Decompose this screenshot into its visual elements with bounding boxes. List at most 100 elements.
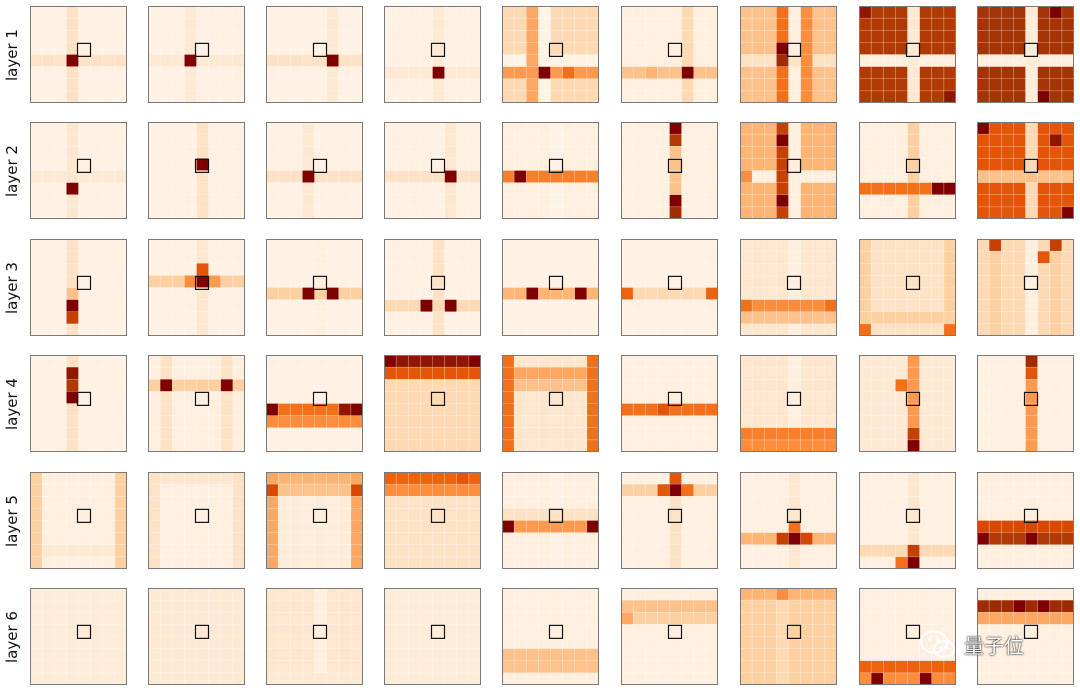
heatmap-cell (432, 6, 445, 19)
heatmap-cell (788, 66, 801, 79)
heatmap-cell (895, 600, 908, 613)
heatmap-cell (907, 30, 920, 43)
heatmap-cell (196, 672, 209, 686)
heatmap-cell (396, 30, 409, 43)
heatmap-cell (526, 158, 539, 171)
heatmap-cell (396, 42, 409, 55)
heatmap-cell (326, 42, 339, 55)
heatmap-cell (943, 251, 957, 264)
heatmap-cell (943, 158, 957, 171)
heatmap-cell (468, 660, 482, 673)
heatmap-cell (1013, 556, 1026, 570)
heatmap-cell (102, 427, 115, 440)
heatmap-cell (586, 275, 600, 288)
heatmap-cell (859, 299, 872, 312)
heatmap-cell (1013, 403, 1026, 416)
heatmap-cell (526, 379, 539, 392)
heatmap-cell (468, 472, 482, 485)
heatmap-cell (621, 508, 634, 521)
heatmap-cell (812, 484, 825, 497)
heatmap-cell (172, 194, 185, 207)
heatmap-cell (621, 263, 634, 276)
heatmap-cell (314, 18, 327, 31)
heatmap-cell (278, 66, 291, 79)
heatmap-cell (895, 391, 908, 404)
heatmap-cell (574, 648, 587, 661)
heatmap-cell (220, 78, 233, 91)
heatmap-cell (208, 624, 221, 637)
heatmap-cell (350, 194, 364, 207)
heatmap-cell (160, 299, 173, 312)
heatmap-cell (1025, 484, 1038, 497)
heatmap-cell (931, 588, 944, 601)
heatmap-cell (977, 636, 990, 649)
heatmap-cell (432, 379, 445, 392)
heatmap-cell (812, 182, 825, 195)
heatmap-cell (883, 556, 896, 570)
heatmap-cell (290, 275, 303, 288)
heatmap-cell (302, 355, 315, 368)
heatmap-cell (977, 30, 990, 43)
heatmap-cell (907, 379, 920, 392)
heatmap-cell (669, 636, 682, 649)
heatmap-cell (1037, 275, 1050, 288)
heatmap-cell (468, 122, 482, 135)
heatmap-cell (456, 367, 469, 380)
heatmap-cell (208, 556, 221, 570)
heatmap-cell (633, 275, 646, 288)
heatmap-cell (538, 612, 551, 625)
heatmap-cell (514, 624, 527, 637)
heatmap-cell (102, 624, 115, 637)
heatmap-cell (538, 122, 551, 135)
heatmap-cell (420, 158, 433, 171)
heatmap-cell (1001, 612, 1014, 625)
heatmap-panel-layer3-head3 (266, 239, 364, 337)
heatmap-cell (42, 600, 55, 613)
heatmap-panel-layer6-head9 (977, 588, 1075, 686)
heatmap-cell (871, 496, 884, 509)
heatmap-cell (919, 146, 932, 159)
heatmap-cell (78, 496, 91, 509)
heatmap-cell (681, 355, 694, 368)
query-pixel-marker (548, 624, 564, 639)
heatmap-cell (408, 355, 421, 368)
heatmap-cell (1001, 287, 1014, 300)
heatmap-cell (977, 355, 990, 368)
heatmap-cell (764, 30, 777, 43)
heatmap-cell (278, 391, 291, 404)
heatmap-cell (1049, 484, 1062, 497)
heatmap-cell (54, 275, 67, 288)
heatmap-cell (752, 415, 765, 428)
heatmap-cell (1001, 556, 1014, 570)
heatmap-cell (895, 496, 908, 509)
heatmap-cell (78, 134, 91, 147)
heatmap-cell (989, 122, 1002, 135)
heatmap-cell (633, 624, 646, 637)
heatmap-cell (562, 42, 575, 55)
heatmap-cell (943, 170, 957, 183)
heatmap-cell (278, 42, 291, 55)
heatmap-cell (883, 251, 896, 264)
heatmap-cell (989, 520, 1002, 533)
heatmap-cell (1049, 660, 1062, 673)
heatmap-cell (752, 54, 765, 67)
heatmap-cell (338, 556, 351, 570)
heatmap-cell (764, 18, 777, 31)
heatmap-cell (669, 146, 682, 159)
heatmap-cell (350, 544, 364, 557)
heatmap-cell (883, 484, 896, 497)
heatmap-cell (705, 484, 719, 497)
heatmap-cell (66, 66, 79, 79)
panel-frame (148, 6, 245, 103)
heatmap-cell (338, 42, 351, 55)
heatmap-cell (444, 508, 457, 521)
heatmap-cell (54, 287, 67, 300)
heatmap-cell (102, 78, 115, 91)
heatmap-cell (432, 672, 445, 686)
panel-frame (148, 588, 245, 685)
heatmap-cell (883, 122, 896, 135)
heatmap-cell (574, 496, 587, 509)
heatmap-cell (1037, 544, 1050, 557)
heatmap-cell (408, 263, 421, 276)
heatmap-cell (776, 484, 789, 497)
